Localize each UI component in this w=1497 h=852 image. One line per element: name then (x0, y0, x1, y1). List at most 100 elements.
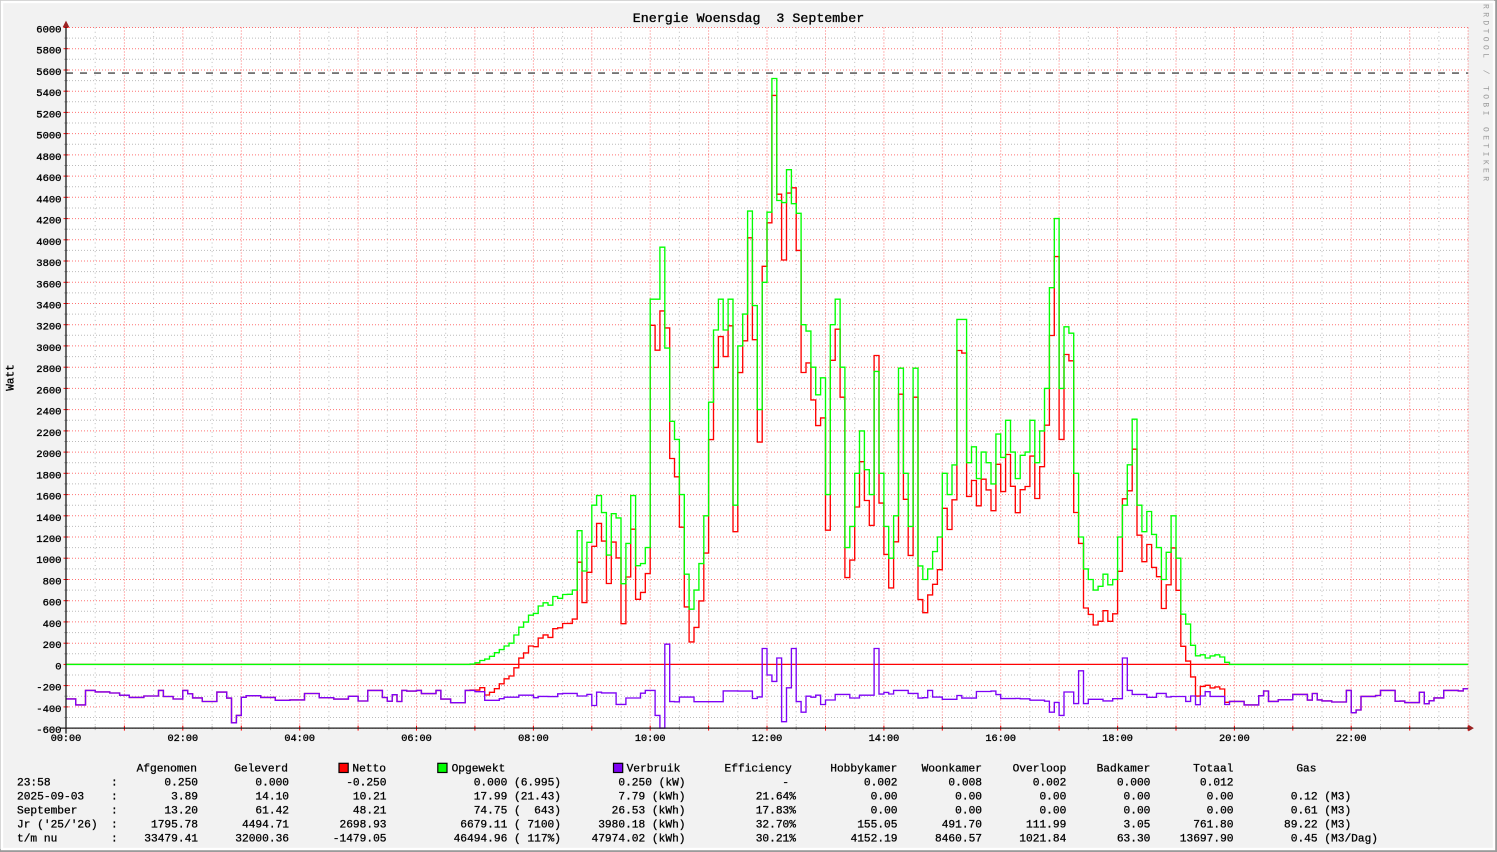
svg-text:0.250 (kW): 0.250 (kW) (618, 778, 685, 790)
svg-text:2200: 2200 (36, 428, 61, 440)
svg-text:Netto: Netto (352, 764, 386, 776)
svg-text:-: - (782, 778, 789, 790)
svg-text:21.64%: 21.64% (756, 792, 797, 804)
svg-text:3400: 3400 (36, 301, 61, 313)
svg-text:2698.93: 2698.93 (340, 820, 387, 832)
svg-text:20:00: 20:00 (1219, 734, 1250, 745)
svg-text:(M3): (M3) (1318, 820, 1352, 832)
svg-text:4200: 4200 (36, 216, 61, 228)
svg-text:3980.18 (kWh): 3980.18 (kWh) (598, 820, 685, 832)
svg-text:0.45: 0.45 (1291, 834, 1318, 846)
svg-text:06:00: 06:00 (401, 734, 432, 745)
svg-text:63.30: 63.30 (1117, 834, 1151, 846)
svg-text:200: 200 (43, 640, 62, 652)
svg-text:18:00: 18:00 (1102, 734, 1133, 745)
svg-text:Hobbykamer: Hobbykamer (830, 764, 897, 776)
svg-text:5000: 5000 (36, 131, 61, 143)
svg-text:26.53 (kWh): 26.53 (kWh) (612, 806, 686, 818)
svg-text:4400: 4400 (36, 194, 61, 206)
svg-text:1000: 1000 (36, 555, 61, 567)
svg-text:3.89: 3.89 (171, 792, 198, 804)
svg-text:0.012: 0.012 (1200, 778, 1234, 790)
svg-text:5800: 5800 (36, 46, 61, 58)
svg-text:02:00: 02:00 (168, 734, 199, 745)
svg-text:5600: 5600 (36, 67, 61, 79)
svg-text:0.00: 0.00 (955, 792, 982, 804)
svg-text:00:00: 00:00 (51, 734, 82, 745)
svg-text:2600: 2600 (36, 385, 61, 397)
svg-text:17.83%: 17.83% (756, 806, 797, 818)
svg-text:61.42: 61.42 (255, 806, 289, 818)
svg-text:800: 800 (43, 577, 62, 589)
svg-text:0.00: 0.00 (955, 806, 982, 818)
svg-text:0.61: 0.61 (1291, 806, 1318, 818)
svg-text:89.22: 89.22 (1284, 820, 1318, 832)
svg-text:14.10: 14.10 (255, 792, 289, 804)
svg-text:30.21%: 30.21% (756, 834, 797, 846)
svg-text:12:00: 12:00 (752, 734, 783, 745)
svg-text:155.05: 155.05 (857, 820, 897, 832)
svg-text:16:00: 16:00 (985, 734, 1016, 745)
svg-text:4152.19: 4152.19 (851, 834, 898, 846)
svg-text:33479.41: 33479.41 (144, 834, 198, 846)
svg-text:0.000: 0.000 (1117, 778, 1151, 790)
svg-text:2025-09-03 :: 2025-09-03 : (17, 792, 118, 804)
svg-text:5400: 5400 (36, 88, 61, 100)
svg-text:111.99: 111.99 (1026, 820, 1066, 832)
svg-text:1600: 1600 (36, 492, 61, 504)
svg-text:0.00: 0.00 (871, 792, 898, 804)
svg-text:4000: 4000 (36, 237, 61, 249)
svg-text:0.00: 0.00 (1207, 792, 1234, 804)
svg-text:Badkamer: Badkamer (1097, 764, 1151, 776)
svg-text:23:58 :: 23:58 : (17, 778, 118, 790)
svg-text:Gas: Gas (1296, 764, 1316, 776)
svg-text:10:00: 10:00 (635, 734, 666, 745)
svg-text:4600: 4600 (36, 173, 61, 185)
svg-text:32.70%: 32.70% (756, 820, 797, 832)
svg-text:04:00: 04:00 (284, 734, 315, 745)
svg-text:0.00: 0.00 (1124, 792, 1151, 804)
svg-text:491.70: 491.70 (942, 820, 983, 832)
svg-text:1400: 1400 (36, 513, 61, 525)
svg-text:0.000 (6.995): 0.000 (6.995) (474, 778, 561, 790)
svg-text:22:00: 22:00 (1336, 734, 1367, 745)
svg-text:(M3): (M3) (1318, 792, 1352, 804)
svg-text:0: 0 (55, 661, 61, 673)
svg-text:(M3): (M3) (1318, 806, 1352, 818)
svg-text:13.20: 13.20 (164, 806, 198, 818)
svg-text:48.21: 48.21 (353, 806, 387, 818)
svg-text:Geleverd: Geleverd (234, 764, 288, 776)
svg-text:400: 400 (43, 619, 62, 631)
svg-text:3200: 3200 (36, 322, 61, 334)
svg-text:September :: September : (17, 806, 118, 818)
svg-text:0.00: 0.00 (1039, 806, 1066, 818)
svg-text:3600: 3600 (36, 279, 61, 291)
svg-text:4800: 4800 (36, 152, 61, 164)
svg-text:Watt: Watt (6, 364, 18, 390)
svg-text:RRDTOOL / TOBI OETIKER: RRDTOOL / TOBI OETIKER (1481, 4, 1490, 184)
svg-text:Jr ('25/'26) :: Jr ('25/'26) : (17, 820, 118, 832)
svg-text:Totaal: Totaal (1193, 764, 1234, 776)
svg-text:2400: 2400 (36, 407, 61, 419)
svg-text:0.002: 0.002 (864, 778, 898, 790)
svg-text:-400: -400 (36, 704, 61, 716)
svg-text:3800: 3800 (36, 258, 61, 270)
svg-text:1200: 1200 (36, 534, 61, 546)
svg-text:1021.84: 1021.84 (1019, 834, 1066, 846)
svg-text:Overloop: Overloop (1013, 764, 1067, 776)
svg-text:0.00: 0.00 (1039, 792, 1066, 804)
svg-text:1795.78: 1795.78 (151, 820, 198, 832)
svg-text:74.75 ( 643): 74.75 ( 643) (474, 806, 561, 818)
svg-text:-0.250: -0.250 (346, 778, 387, 790)
svg-text:47974.02 (kWh): 47974.02 (kWh) (592, 834, 686, 846)
svg-text:761.80: 761.80 (1193, 820, 1234, 832)
svg-text:Efficiency: Efficiency (725, 764, 792, 776)
svg-text:0.00: 0.00 (1207, 806, 1234, 818)
svg-text:Afgenomen: Afgenomen (137, 764, 197, 776)
svg-text:13697.90: 13697.90 (1180, 834, 1234, 846)
svg-text:5200: 5200 (36, 109, 61, 121)
svg-text:Woonkamer: Woonkamer (922, 764, 982, 776)
svg-text:Opgewekt: Opgewekt (452, 764, 506, 776)
svg-text:0.00: 0.00 (871, 806, 898, 818)
svg-text:Verbruik: Verbruik (627, 764, 681, 776)
